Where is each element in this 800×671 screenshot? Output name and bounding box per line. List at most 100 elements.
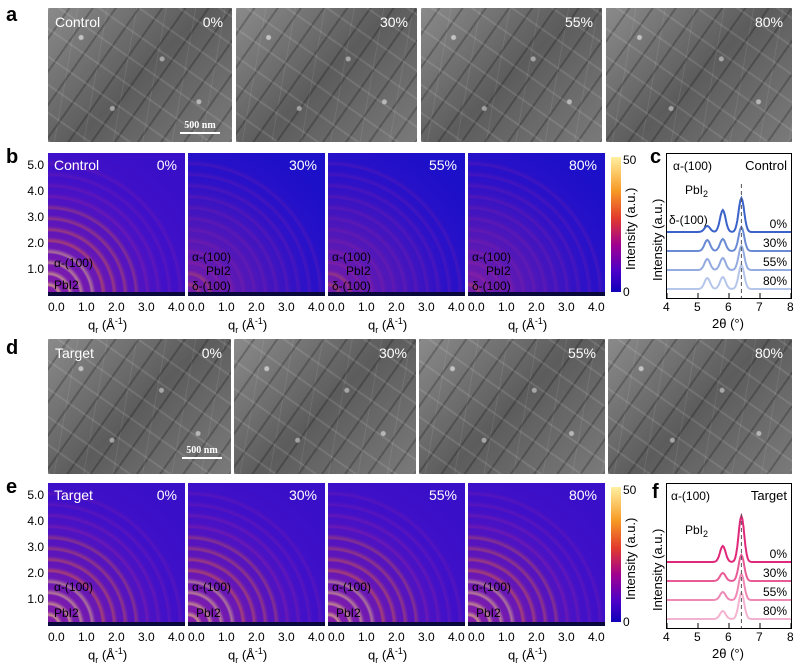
plot-title: Target xyxy=(751,488,788,503)
y-tick: 2.0 xyxy=(27,566,44,580)
series-line xyxy=(667,553,791,582)
beamstop-shadow xyxy=(48,292,185,296)
sem-image-target-30: 30% xyxy=(234,339,416,474)
series-label: 30% xyxy=(763,566,787,580)
x-tick: 7 xyxy=(756,630,763,644)
scale-bar-label: 500 nm xyxy=(184,120,216,131)
giwaxs-percent-label: 0% xyxy=(156,157,177,173)
x-axis-label: qr (Å-1) xyxy=(508,646,548,665)
panel-label-f: f xyxy=(652,481,659,503)
pbi2-annotation: PbI2 xyxy=(54,606,79,620)
x-tick: 0.0 xyxy=(328,630,345,644)
x-tick: 1.0 xyxy=(78,630,95,644)
sem-percent-label: 55% xyxy=(564,14,593,30)
colorbar-min-tick: 0 xyxy=(623,285,630,299)
peak-label: α-(100) xyxy=(673,159,712,173)
series-line xyxy=(667,225,791,252)
x-axis-label: qr (Å-1) xyxy=(508,316,548,335)
xrd-plot-svg: 0% 30% 55% 80% Control δ-(100) PbI2 α-(100) xyxy=(666,158,792,298)
x-tick: 1.0 xyxy=(498,300,515,314)
sem-percent-label: 0% xyxy=(202,14,223,30)
giwaxs-condition-label: Control xyxy=(54,157,100,173)
scale-bar: 500 nm xyxy=(180,120,220,134)
x-tick: 2.0 xyxy=(248,300,265,314)
x-tick: 4.0 xyxy=(448,300,465,314)
sem-image-control-0: Control 0% 500 nm xyxy=(48,8,232,142)
giwaxs-map-control-55: 55% α-(100) PbI2 δ-(100) xyxy=(328,153,465,296)
sem-image-control-55: 55% xyxy=(421,8,602,142)
series-label: 80% xyxy=(763,604,787,618)
series-line xyxy=(667,591,791,620)
sem-percent-label: 80% xyxy=(754,345,783,361)
colorbar-target xyxy=(611,487,621,622)
y-tick: 4.0 xyxy=(27,514,44,528)
xrd-plot-target: 0% 30% 55% 80% Target PbI2 α-(100) xyxy=(666,483,792,629)
sem-condition-label: Target xyxy=(55,345,94,361)
sem-percent-label: 0% xyxy=(201,345,222,361)
y-tick: 5.0 xyxy=(27,158,44,172)
colorbar-min-tick: 0 xyxy=(623,615,630,629)
sem-image-control-80: 80% xyxy=(606,8,792,142)
scale-bar-line xyxy=(180,132,220,134)
x-tick: 6 xyxy=(725,300,732,314)
giwaxs-percent-label: 30% xyxy=(288,157,317,173)
x-tick: 8 xyxy=(787,300,794,314)
x-tick: 3.0 xyxy=(418,300,435,314)
giwaxs-condition-label: Target xyxy=(54,487,93,503)
pbi2-annotation: PbI2 xyxy=(54,278,79,292)
peak-label: PbI2 xyxy=(685,523,708,539)
series-label: 0% xyxy=(770,217,788,231)
y-axis-label: Intensity (a.u.) xyxy=(650,528,665,611)
sem-image-target-80: 80% xyxy=(608,339,792,474)
x-tick: 8 xyxy=(787,630,794,644)
x-tick: 3.0 xyxy=(558,300,575,314)
x-tick: 3.0 xyxy=(278,300,295,314)
x-tick: 4.0 xyxy=(448,630,465,644)
peak-label: PbI2 xyxy=(685,183,708,199)
series-line xyxy=(667,512,791,563)
x-tick: 1.0 xyxy=(498,630,515,644)
x-tick: 4.0 xyxy=(588,300,605,314)
x-tick: 4 xyxy=(663,630,670,644)
x-tick: 3.0 xyxy=(138,300,155,314)
colorbar-label: Intensity (a.u.) xyxy=(623,187,638,270)
x-tick: 0.0 xyxy=(188,630,205,644)
pbi2-annotation: PbI2 xyxy=(206,264,231,278)
x-tick: 4.0 xyxy=(308,630,325,644)
giwaxs-map-target-55: 55% α-(100) PbI2 xyxy=(328,483,465,626)
series-label: 55% xyxy=(763,255,787,269)
x-tick: 2.0 xyxy=(528,300,545,314)
series-line xyxy=(667,572,791,601)
alpha-100-annotation: α-(100) xyxy=(54,580,93,594)
beamstop-shadow xyxy=(48,622,185,626)
pbi2-annotation: PbI2 xyxy=(346,264,371,278)
x-tick: 2.0 xyxy=(528,630,545,644)
x-tick: 2.0 xyxy=(388,300,405,314)
sem-percent-label: 80% xyxy=(754,14,783,30)
giwaxs-map-control-80: 80% α-(100) PbI2 δ-(100) xyxy=(468,153,605,296)
panel-label-c: c xyxy=(650,146,662,168)
pbi2-annotation: PbI2 xyxy=(336,606,361,620)
delta-100-annotation: δ-(100) xyxy=(192,279,231,293)
peak-label: α-(100) xyxy=(671,489,710,503)
colorbar-max-tick: 50 xyxy=(623,483,637,497)
x-tick: 5 xyxy=(694,300,701,314)
sem-percent-label: 55% xyxy=(567,345,596,361)
x-tick: 4.0 xyxy=(168,630,185,644)
x-axis-label: 2θ (°) xyxy=(712,316,744,331)
x-tick: 1.0 xyxy=(218,300,235,314)
series-line xyxy=(667,244,791,271)
scale-bar: 500 nm xyxy=(182,445,222,459)
series-line xyxy=(667,195,791,233)
x-tick: 2.0 xyxy=(108,300,125,314)
series-label: 80% xyxy=(763,274,787,288)
sem-percent-label: 30% xyxy=(379,14,408,30)
giwaxs-map-control-30: 30% α-(100) PbI2 δ-(100) xyxy=(188,153,325,296)
giwaxs-percent-label: 30% xyxy=(288,487,317,503)
plot-title: Control xyxy=(745,158,787,173)
x-tick: 0.0 xyxy=(48,300,65,314)
panel-label-a: a xyxy=(6,4,18,26)
peak-label-subscript: 2 xyxy=(703,529,708,539)
peak-label-subscript: 2 xyxy=(703,189,708,199)
y-tick: 4.0 xyxy=(27,184,44,198)
